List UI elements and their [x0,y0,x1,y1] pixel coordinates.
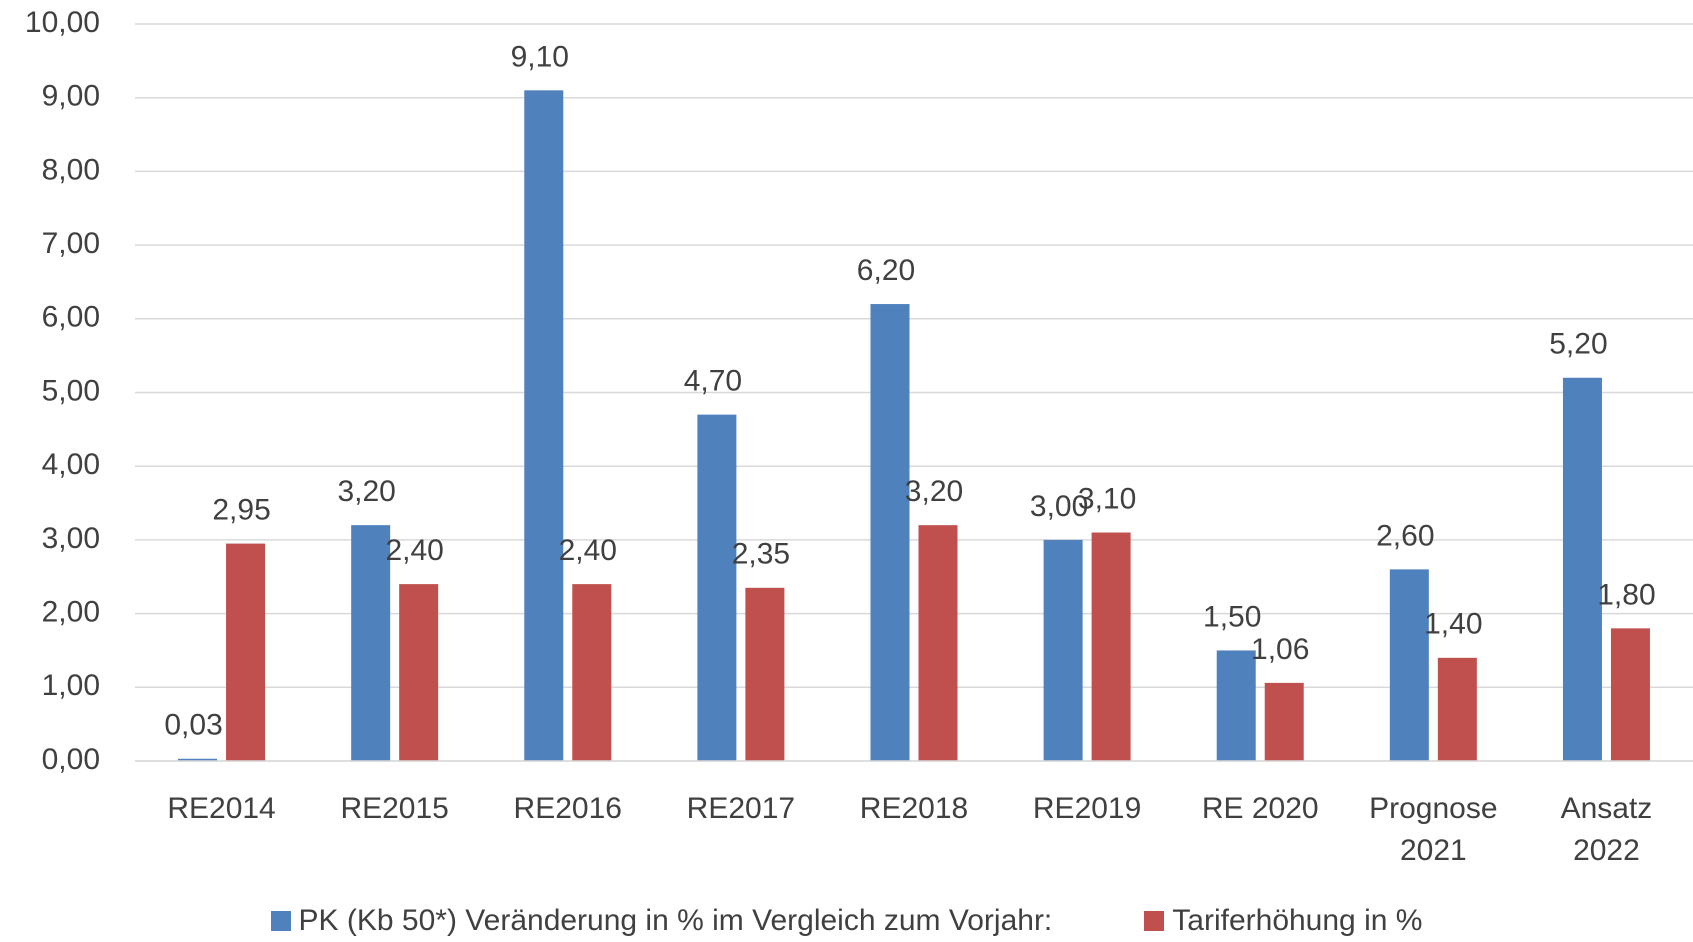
value-label: 2,60 [1376,519,1434,552]
legend-swatch [270,911,291,931]
value-label: 2,95 [212,494,270,527]
value-label: 1,50 [1203,600,1261,633]
value-label: 1,80 [1597,578,1655,611]
y-tick-label: 10,00 [25,6,100,39]
value-label: 4,70 [684,365,742,398]
y-tick-label: 7,00 [42,227,100,260]
y-tick-label: 6,00 [42,301,100,334]
value-label: 2,40 [559,534,617,567]
bar [351,525,391,761]
y-tick-label: 4,00 [42,448,100,481]
x-tick-label: Prognose 2021 [1369,792,1498,867]
bar [226,543,266,761]
bar [178,758,218,761]
bar [1216,650,1256,761]
legend-label: Tariferhöhung in % [1172,904,1423,937]
y-tick-label: 9,00 [42,80,100,113]
y-tick-label: 1,00 [42,669,100,702]
bar [918,525,958,761]
legend-swatch [1144,911,1165,931]
x-tick-label: RE2017 [686,792,796,825]
value-label: 2,40 [385,534,443,567]
bar [524,90,564,761]
value-label: 6,20 [857,254,915,287]
value-label: 3,10 [1078,482,1136,515]
value-label: 3,00 [1030,490,1088,523]
x-tick-label: RE2019 [1032,792,1142,825]
value-label: 5,20 [1549,328,1607,361]
x-tick-label: RE 2020 [1201,792,1319,825]
x-tick-label: RE2018 [859,792,969,825]
bar [1437,657,1477,761]
bar [1389,569,1429,761]
bar [1264,682,1304,761]
y-tick-label: 8,00 [42,153,100,186]
bar [697,414,737,761]
y-tick-label: 5,00 [42,374,100,407]
x-tick-label: Ansatz 2022 [1560,792,1653,867]
legend-item: PK (Kb 50*) Veränderung in % im Vergleic… [270,904,1053,938]
value-label: 2,35 [732,538,790,571]
bar [1610,628,1650,761]
bar [870,304,910,761]
legend-item: Tariferhöhung in % [1144,904,1422,938]
bar [1091,532,1131,761]
y-tick-label: 2,00 [42,596,100,629]
x-tick-label: RE2015 [340,792,449,825]
value-label: 3,20 [905,475,963,508]
x-tick-label: RE2014 [167,792,276,825]
bar [572,584,612,761]
value-label: 3,20 [337,475,395,508]
y-tick-label: 3,00 [42,522,100,555]
y-tick-label: 0,00 [42,743,100,776]
value-label: 9,10 [511,40,569,73]
bar [1562,377,1602,761]
legend: PK (Kb 50*) Veränderung in % im Vergleic… [0,904,1693,938]
value-label: 0,03 [164,709,222,742]
legend-label: PK (Kb 50*) Veränderung in % im Vergleic… [298,904,1053,937]
x-tick-label: RE2016 [513,792,622,825]
value-label: 1,40 [1424,608,1482,641]
value-label: 1,06 [1251,633,1309,666]
bar [399,584,439,761]
bar [1043,539,1083,761]
bar [745,587,785,761]
